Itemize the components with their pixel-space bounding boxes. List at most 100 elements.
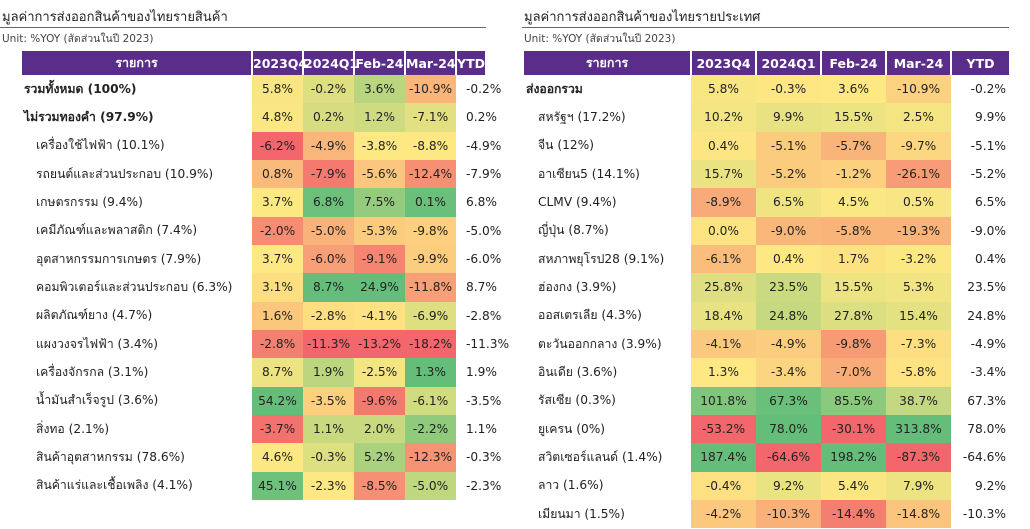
table-row: เครื่องจักรกล (3.1%) 8.7% 1.9% -2.5% 1.3% 1.9…	[22, 358, 497, 387]
heat-cell: -7.9%	[303, 159, 354, 189]
ytd-cell: 9.2%	[975, 478, 1006, 493]
heat-cell: 0.8%	[252, 159, 303, 189]
heat-cell: -3.8%	[354, 131, 405, 160]
table-row: สหภาพยุโรป28 (9.1%) -6.1% 0.4% 1.7% -3.2% 0.4…	[524, 244, 1010, 274]
heat-cell: -2.8%	[252, 329, 303, 359]
row-label: สินค้าแร่และเชื้อเพลิง (4.1%)	[36, 478, 193, 493]
row-label: คอมพิวเตอร์และส่วนประกอบ (6.3%)	[36, 279, 233, 294]
heat-cell: -18.2%	[405, 329, 456, 359]
table-row: จีน (12%) 0.4% -5.1% -5.7% -9.7% -5.1%	[524, 131, 1010, 160]
heat-cell: 4.8%	[252, 103, 303, 132]
heat-cell: 25.8%	[691, 273, 756, 302]
table-row: อินเดีย (3.6%) 1.3% -3.4% -7.0% -5.8% -3.4%	[524, 358, 1010, 387]
ytd-cell: 23.5%	[967, 280, 1006, 295]
heat-cell: -2.2%	[405, 414, 456, 444]
ytd-cell: -10.3%	[962, 507, 1006, 522]
heat-cell: 187.4%	[691, 443, 756, 472]
heat-cell: -9.9%	[405, 244, 456, 274]
heat-cell: 6.8%	[303, 188, 354, 217]
heat-cell: 24.8%	[756, 301, 821, 330]
heat-cell: 101.8%	[691, 386, 756, 415]
heat-cell: -9.1%	[354, 244, 405, 274]
table-row: เมียนมา (1.5%) -4.2% -10.3% -14.4% -14.8% -10…	[524, 499, 1010, 529]
heat-cell: -9.8%	[405, 216, 456, 245]
heat-cell: 78.0%	[756, 414, 821, 444]
heat-cell: 0.0%	[691, 216, 756, 245]
ytd-cell: -5.0%	[466, 223, 502, 238]
heat-cell: -10.9%	[886, 75, 951, 104]
table-row: ไม่รวมทองคำ (97.9%) 4.8% 0.2% 1.2% -7.1% 0.2%	[22, 103, 497, 132]
heat-cell: -3.7%	[252, 414, 303, 444]
heat-cell: 3.7%	[252, 244, 303, 274]
column-header-2023q4: 2023Q4	[691, 51, 757, 75]
row-label: ลาว (1.6%)	[538, 478, 604, 493]
ytd-cell: -11.3%	[466, 337, 510, 352]
ytd-cell: 1.9%	[466, 365, 497, 380]
heat-cell: 7.5%	[354, 188, 405, 217]
row-label: ออสเตรเลีย (4.3%)	[538, 308, 642, 323]
table-row: แผงวงจรไฟฟ้า (3.4%) -2.8% -11.3% -13.2% -18.…	[22, 329, 510, 359]
heat-cell: -9.0%	[756, 216, 821, 245]
heat-cell: 38.7%	[886, 386, 951, 415]
heat-cell: 24.9%	[354, 273, 405, 302]
ytd-cell: -4.9%	[970, 337, 1006, 352]
column-header-item: รายการ	[524, 51, 692, 75]
heat-cell: -13.2%	[354, 329, 405, 359]
heat-cell: -26.1%	[886, 159, 951, 189]
heat-cell: -3.5%	[303, 386, 354, 415]
heat-cell: 15.4%	[886, 301, 951, 330]
country-table-title: มูลค่าการส่งออกสินค้าของไทยรายประเทศ	[524, 10, 761, 25]
heat-cell: 10.2%	[691, 103, 756, 132]
ytd-cell: 78.0%	[967, 422, 1006, 437]
heat-cell: 1.3%	[405, 358, 456, 387]
header-row: รายการ 2023Q4 2024Q1 Feb-24 Mar-24 YTD	[22, 51, 487, 75]
table-row: ผลิตภัณฑ์ยาง (4.7%) 1.6% -2.8% -4.1% -6.9% -2…	[22, 301, 501, 330]
row-label: ญี่ปุ่น (8.7%)	[538, 223, 609, 238]
heat-cell: 5.2%	[354, 443, 405, 472]
table-row: ยูเครน (0%) -53.2% 78.0% -30.1% 313.8% 78.0%	[524, 414, 1010, 444]
heat-cell: -64.6%	[756, 443, 821, 472]
row-label: ส่งออกรวม	[526, 81, 583, 96]
heat-cell: 6.5%	[756, 188, 821, 217]
column-header-2024q1: 2024Q1	[303, 51, 358, 75]
heat-cell: -6.9%	[405, 301, 456, 330]
ytd-cell: -3.4%	[970, 365, 1006, 380]
ytd-cell: -0.2%	[466, 82, 502, 97]
ytd-cell: -9.0%	[970, 223, 1006, 238]
heat-cell: 2.5%	[886, 103, 951, 132]
table-row: ส่งออกรวม 5.8% -0.3% 3.6% -10.9% -0.2%	[524, 75, 1010, 104]
heat-cell: -1.2%	[821, 159, 886, 189]
heat-cell: -9.8%	[821, 329, 886, 359]
header-row: รายการ 2023Q4 2024Q1 Feb-24 Mar-24 YTD	[524, 51, 1011, 75]
heat-cell: -14.4%	[821, 499, 886, 529]
heat-cell: 8.7%	[303, 273, 354, 302]
table-row: สหรัฐฯ (17.2%) 10.2% 9.9% 15.5% 2.5% 9.9%	[524, 103, 1010, 132]
heat-cell: -10.9%	[405, 75, 456, 104]
table-row: อาเซียน5 (14.1%) 15.7% -5.2% -1.2% -26.1% -5.…	[524, 159, 1010, 189]
table-row: รัสเซีย (0.3%) 101.8% 67.3% 85.5% 38.7% 67.3%	[524, 386, 1010, 415]
ytd-cell: 0.4%	[975, 252, 1006, 267]
heat-cell: -87.3%	[886, 443, 951, 472]
heat-cell: 15.5%	[821, 273, 886, 302]
heat-cell: -2.3%	[303, 471, 354, 500]
heat-cell: 3.6%	[821, 75, 886, 104]
ytd-cell: -64.6%	[962, 450, 1006, 465]
heat-cell: 9.9%	[756, 103, 821, 132]
heat-cell: -9.7%	[886, 131, 951, 160]
row-label: รวมทั้งหมด (100%)	[24, 81, 137, 96]
heat-cell: 1.1%	[303, 414, 354, 444]
table-row: เคมีภัณฑ์และพลาสติก (7.4%) -2.0% -5.0% -5.3…	[22, 216, 502, 245]
row-label: สหภาพยุโรป28 (9.1%)	[538, 251, 665, 266]
heat-cell: -8.8%	[405, 131, 456, 160]
column-header-ytd: YTD	[951, 51, 1011, 75]
heat-cell: -6.0%	[303, 244, 354, 274]
heat-cell: -6.1%	[405, 386, 456, 415]
heat-cell: 3.7%	[252, 188, 303, 217]
heat-cell: -7.0%	[821, 358, 886, 387]
table-row: สินค้าแร่และเชื้อเพลิง (4.1%) 45.1% -2.3% -…	[22, 471, 501, 500]
heat-cell: 1.7%	[821, 244, 886, 274]
row-label: เมียนมา (1.5%)	[538, 506, 625, 521]
row-label: เครื่องใช้ไฟฟ้า (10.1%)	[36, 138, 165, 153]
table-row: รวมทั้งหมด (100%) 5.8% -0.2% 3.6% -10.9% -0.2…	[22, 75, 502, 104]
heat-cell: 67.3%	[756, 386, 821, 415]
